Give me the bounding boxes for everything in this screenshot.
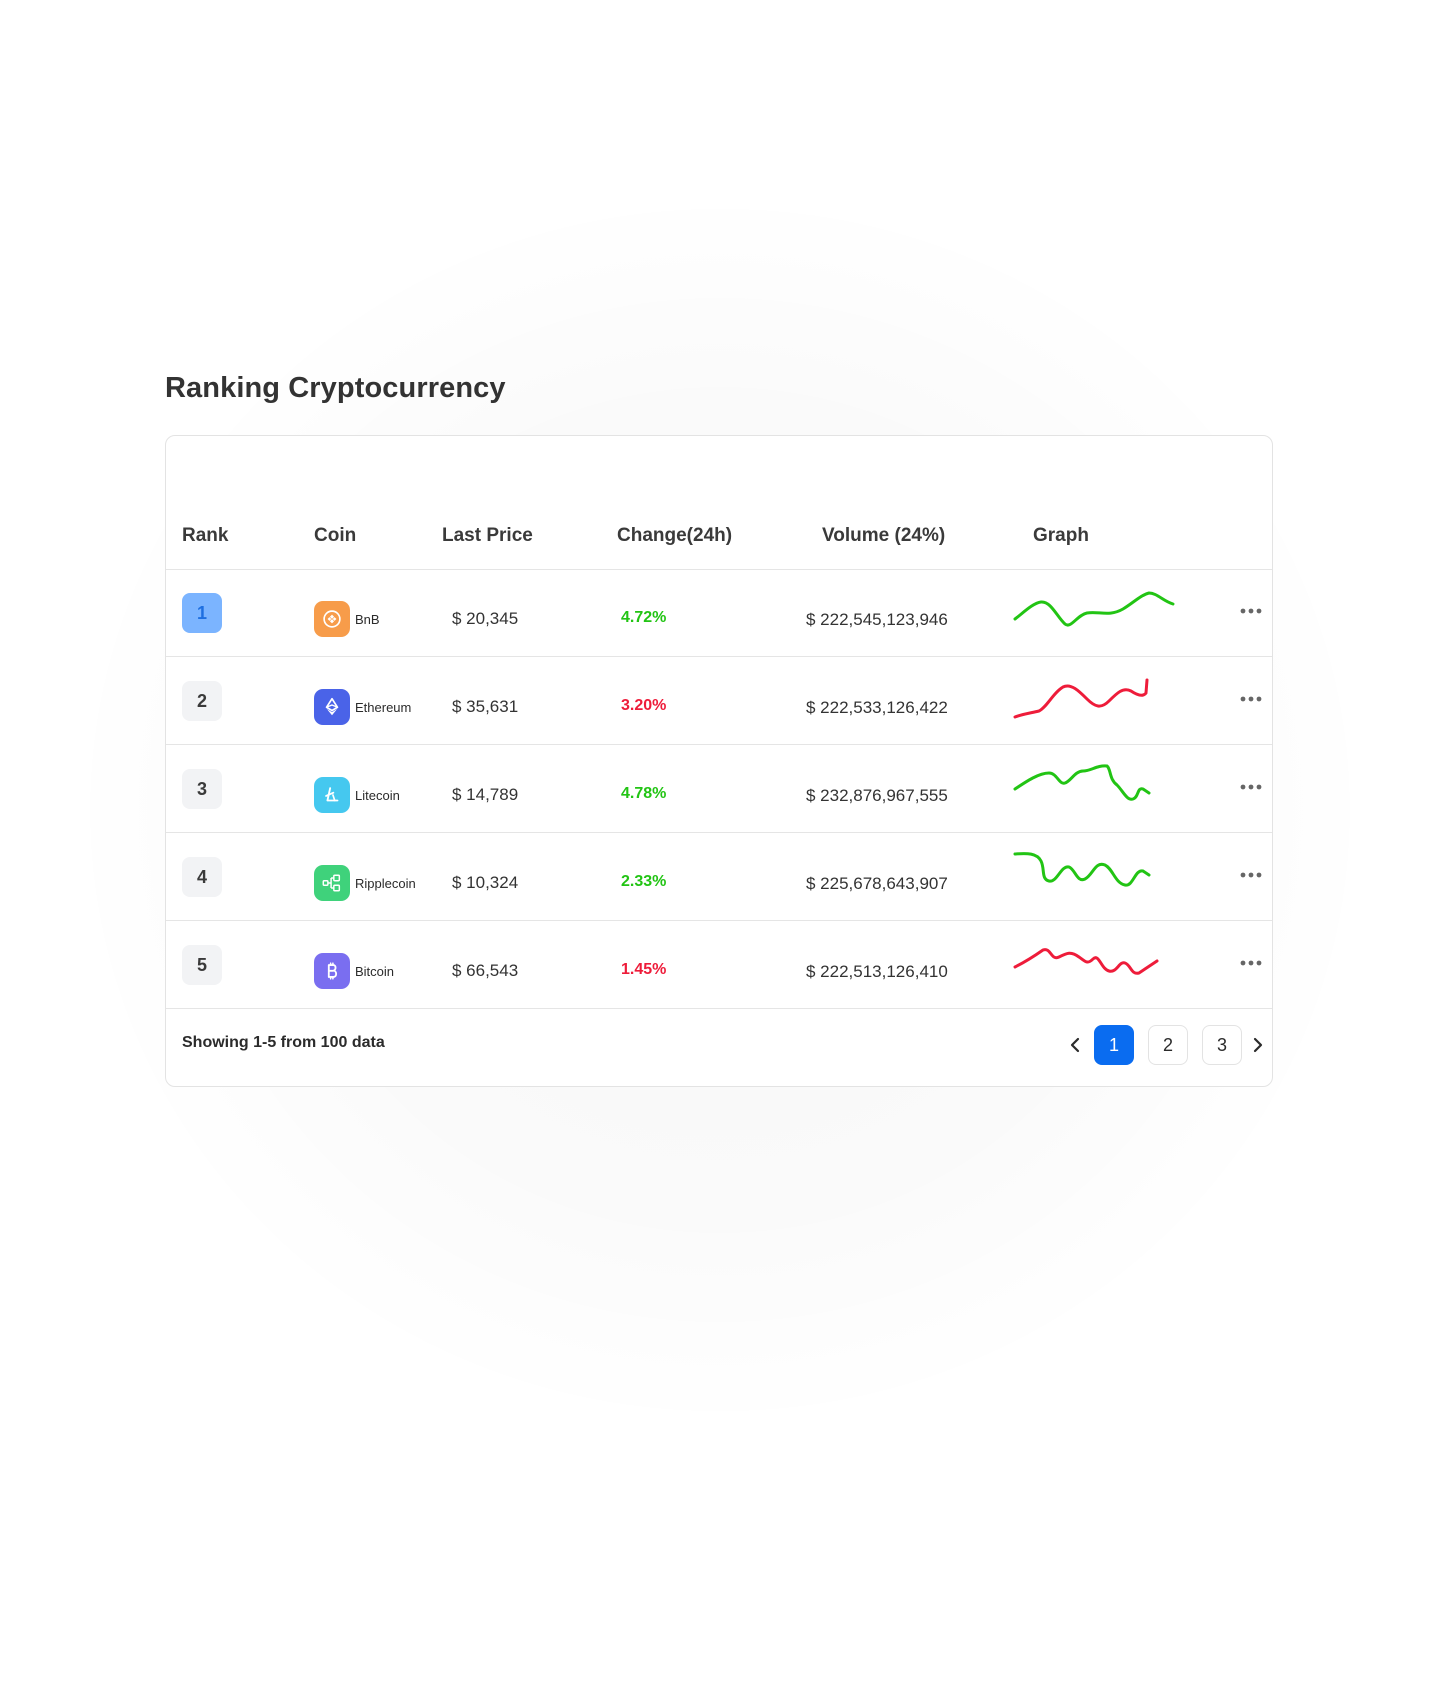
- change-24h: 2.33%: [621, 873, 667, 890]
- more-icon: [1240, 784, 1262, 790]
- table-row[interactable]: 2 Ethereum $ 35,631 3.20% $ 222,533,126,…: [166, 657, 1272, 745]
- last-price: $ 66,543: [452, 961, 519, 980]
- change-24h: 4.72%: [621, 609, 667, 626]
- volume-24h: $ 222,533,126,422: [806, 698, 948, 717]
- volume-24h: $ 232,876,967,555: [806, 786, 948, 805]
- page-button-1[interactable]: 1: [1094, 1025, 1134, 1065]
- change-24h: 4.78%: [621, 785, 667, 802]
- last-price: $ 20,345: [452, 609, 519, 628]
- more-icon: [1240, 960, 1262, 966]
- chevron-left-icon: [1070, 1037, 1080, 1053]
- volume-24h: $ 225,678,643,907: [806, 874, 948, 893]
- sparkline-graph: [1013, 764, 1151, 801]
- table-header: Rank Coin Last Price Change(24h) Volume …: [166, 436, 1272, 570]
- column-header-volume: Volume (24%): [822, 525, 946, 546]
- litecoin-icon: [314, 777, 350, 813]
- rank-badge: 5: [182, 945, 222, 985]
- coin-name: Ripplecoin: [355, 875, 416, 891]
- column-header-rank: Rank: [182, 525, 229, 546]
- column-header-coin: Coin: [314, 525, 357, 546]
- column-header-last-price: Last Price: [442, 525, 533, 546]
- page-button-2[interactable]: 2: [1148, 1025, 1188, 1065]
- change-24h: 1.45%: [621, 961, 667, 978]
- coin-cell: Litecoin: [314, 777, 400, 813]
- column-header-graph: Graph: [1033, 525, 1089, 546]
- column-header-change: Change(24h): [617, 525, 733, 546]
- rank-badge: 1: [182, 593, 222, 633]
- coin-name: Bitcoin: [355, 963, 395, 979]
- last-price: $ 35,631: [452, 697, 519, 716]
- ranking-table-card: Rank Coin Last Price Change(24h) Volume …: [165, 435, 1273, 1087]
- more-options-button[interactable]: [1236, 599, 1266, 623]
- last-price: $ 14,789: [452, 785, 519, 804]
- ripple-icon: [314, 865, 350, 901]
- volume-24h: $ 222,545,123,946: [806, 610, 948, 629]
- bitcoin-icon: [314, 953, 350, 989]
- more-icon: [1240, 696, 1262, 702]
- page-button-3[interactable]: 3: [1202, 1025, 1242, 1065]
- table-row[interactable]: 4 Ripplecoin $ 10,324 2.33% $ 225,678,64…: [166, 833, 1272, 921]
- sparkline-graph: [1013, 678, 1149, 719]
- chevron-right-icon: [1253, 1037, 1263, 1053]
- rank-badge: 2: [182, 681, 222, 721]
- coin-cell: BnB: [314, 601, 380, 637]
- coin-cell: Ripplecoin: [314, 865, 416, 901]
- table-row[interactable]: 3 Litecoin $ 14,789 4.78% $ 232,876,967,…: [166, 745, 1272, 833]
- more-icon: [1240, 872, 1262, 878]
- rank-badge: 3: [182, 769, 222, 809]
- showing-count: Showing 1-5 from 100 data: [182, 1034, 385, 1051]
- coin-name: Ethereum: [355, 699, 412, 715]
- last-price: $ 10,324: [452, 873, 519, 892]
- ethereum-icon: [314, 689, 350, 725]
- volume-24h: $ 222,513,126,410: [806, 962, 948, 981]
- sparkline-graph: [1013, 948, 1159, 975]
- coin-name: BnB: [355, 611, 380, 627]
- prev-page-button[interactable]: [1064, 1025, 1086, 1065]
- rank-badge: 4: [182, 857, 222, 897]
- change-24h: 3.20%: [621, 697, 667, 714]
- page-title: Ranking Cryptocurrency: [165, 372, 506, 404]
- more-options-button[interactable]: [1236, 951, 1266, 975]
- table-row[interactable]: 5 Bitcoin $ 66,543 1.45% $ 222,513,126,4…: [166, 921, 1272, 1009]
- sparkline-graph: [1013, 852, 1151, 887]
- more-options-button[interactable]: [1236, 687, 1266, 711]
- coin-name: Litecoin: [355, 787, 400, 803]
- table-row[interactable]: 1 BnB $ 20,345 4.72% $ 222,545,123,946: [166, 569, 1272, 657]
- coin-cell: Ethereum: [314, 689, 411, 725]
- next-page-button[interactable]: [1247, 1025, 1269, 1065]
- more-options-button[interactable]: [1236, 863, 1266, 887]
- more-icon: [1240, 608, 1262, 614]
- sparkline-graph: [1013, 591, 1175, 627]
- coin-cell: Bitcoin: [314, 953, 394, 989]
- bnb-icon: [314, 601, 350, 637]
- more-options-button[interactable]: [1236, 775, 1266, 799]
